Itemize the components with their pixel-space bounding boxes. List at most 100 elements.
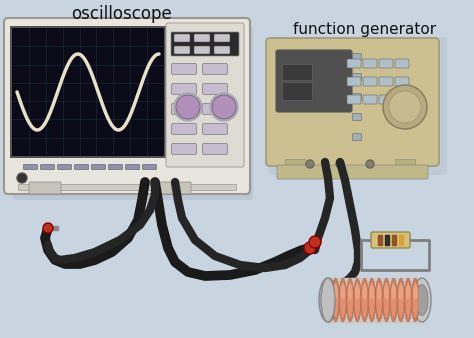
Ellipse shape [346,278,354,322]
Bar [378,235,382,245]
FancyBboxPatch shape [172,123,197,135]
Bar [18,184,236,190]
Ellipse shape [413,284,418,300]
Ellipse shape [383,278,391,322]
FancyBboxPatch shape [347,77,361,86]
Ellipse shape [390,278,398,322]
Circle shape [336,160,344,168]
Circle shape [17,173,27,183]
FancyBboxPatch shape [174,46,190,54]
Bar [385,235,389,245]
Ellipse shape [354,281,361,319]
FancyBboxPatch shape [347,95,361,104]
Ellipse shape [333,284,338,300]
FancyBboxPatch shape [57,165,72,169]
FancyBboxPatch shape [174,34,190,42]
FancyBboxPatch shape [4,18,250,194]
Ellipse shape [368,278,376,322]
Circle shape [304,242,316,254]
Bar [282,64,312,80]
Bar [328,278,423,322]
FancyBboxPatch shape [172,83,197,95]
Ellipse shape [354,278,361,322]
Ellipse shape [376,284,382,300]
Ellipse shape [398,281,404,319]
Circle shape [366,160,374,168]
FancyBboxPatch shape [266,38,439,166]
FancyBboxPatch shape [379,77,393,86]
Ellipse shape [413,278,431,322]
Ellipse shape [332,281,339,319]
FancyBboxPatch shape [277,165,428,179]
FancyBboxPatch shape [202,144,228,154]
FancyBboxPatch shape [194,34,210,42]
Circle shape [43,223,53,233]
FancyBboxPatch shape [171,32,239,56]
Bar [48,226,58,230]
Ellipse shape [369,284,374,300]
Ellipse shape [412,281,419,319]
Ellipse shape [383,281,390,319]
FancyBboxPatch shape [214,34,230,42]
FancyBboxPatch shape [202,83,228,95]
Ellipse shape [416,285,428,315]
Ellipse shape [339,281,346,319]
Circle shape [176,95,200,119]
Ellipse shape [397,278,405,322]
Bar [399,235,403,245]
FancyBboxPatch shape [172,144,197,154]
Ellipse shape [340,284,346,300]
Bar [282,82,312,100]
FancyBboxPatch shape [276,50,352,112]
FancyBboxPatch shape [395,77,409,86]
Ellipse shape [391,281,397,319]
FancyBboxPatch shape [202,103,228,115]
FancyBboxPatch shape [13,25,253,200]
Circle shape [389,91,421,123]
FancyBboxPatch shape [379,59,393,68]
FancyBboxPatch shape [353,134,362,141]
FancyBboxPatch shape [379,95,393,104]
FancyBboxPatch shape [194,46,210,54]
Text: function generator: function generator [293,22,437,37]
Ellipse shape [321,278,335,322]
Ellipse shape [347,284,353,300]
Ellipse shape [384,284,389,300]
FancyBboxPatch shape [74,165,89,169]
Circle shape [174,93,202,121]
Circle shape [306,160,314,168]
Ellipse shape [376,281,383,319]
FancyBboxPatch shape [172,64,197,74]
Ellipse shape [369,281,375,319]
Ellipse shape [339,278,347,322]
Circle shape [210,93,238,121]
Ellipse shape [362,284,367,300]
Circle shape [383,85,427,129]
FancyBboxPatch shape [214,46,230,54]
FancyBboxPatch shape [40,165,55,169]
Ellipse shape [404,278,412,322]
FancyBboxPatch shape [363,59,377,68]
FancyBboxPatch shape [353,53,362,61]
FancyBboxPatch shape [363,95,377,104]
Bar [285,159,305,167]
Ellipse shape [411,278,419,322]
FancyBboxPatch shape [363,77,377,86]
FancyBboxPatch shape [353,73,362,80]
FancyBboxPatch shape [166,23,244,167]
FancyBboxPatch shape [202,123,228,135]
Circle shape [309,236,321,248]
FancyBboxPatch shape [395,59,409,68]
FancyBboxPatch shape [109,165,122,169]
Ellipse shape [355,284,360,300]
Ellipse shape [406,284,410,300]
FancyBboxPatch shape [202,64,228,74]
Bar [395,159,415,167]
Circle shape [212,95,236,119]
FancyBboxPatch shape [269,37,447,175]
FancyBboxPatch shape [395,95,409,104]
FancyBboxPatch shape [143,165,156,169]
Ellipse shape [375,278,383,322]
Ellipse shape [361,281,368,319]
FancyBboxPatch shape [29,182,61,194]
